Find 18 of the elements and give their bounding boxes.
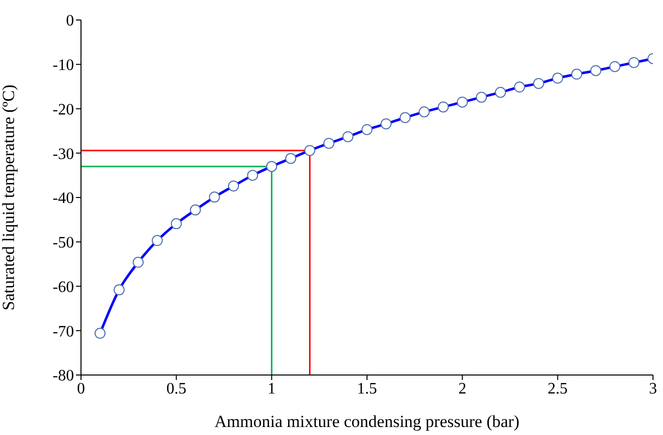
x-tick-label: 0 — [77, 380, 85, 398]
y-tick-label: -80 — [52, 368, 74, 385]
y-tick-label: -20 — [52, 101, 74, 118]
x-tick-label: 2.5 — [548, 380, 568, 398]
y-tick-label: -70 — [52, 323, 74, 340]
y-tick-label: -60 — [52, 278, 74, 296]
x-tick-label: 1.5 — [357, 380, 377, 398]
y-tick-label: -30 — [52, 146, 74, 163]
y-tick-label: 0 — [66, 12, 74, 30]
x-tick-label: 3 — [649, 380, 657, 398]
y-tick-label: -40 — [52, 190, 74, 208]
x-tick-label: 0.5 — [166, 380, 186, 398]
x-tick-label: 2 — [458, 380, 466, 398]
x-axis-title: Ammonia mixture condensing pressure (bar) — [214, 412, 520, 431]
y-axis-title: Saturated liquid temperature (ºC) — [0, 84, 18, 310]
y-tick-label: -50 — [52, 234, 74, 252]
y-tick-label: -10 — [52, 57, 74, 74]
x-tick-label: 1 — [268, 380, 276, 398]
